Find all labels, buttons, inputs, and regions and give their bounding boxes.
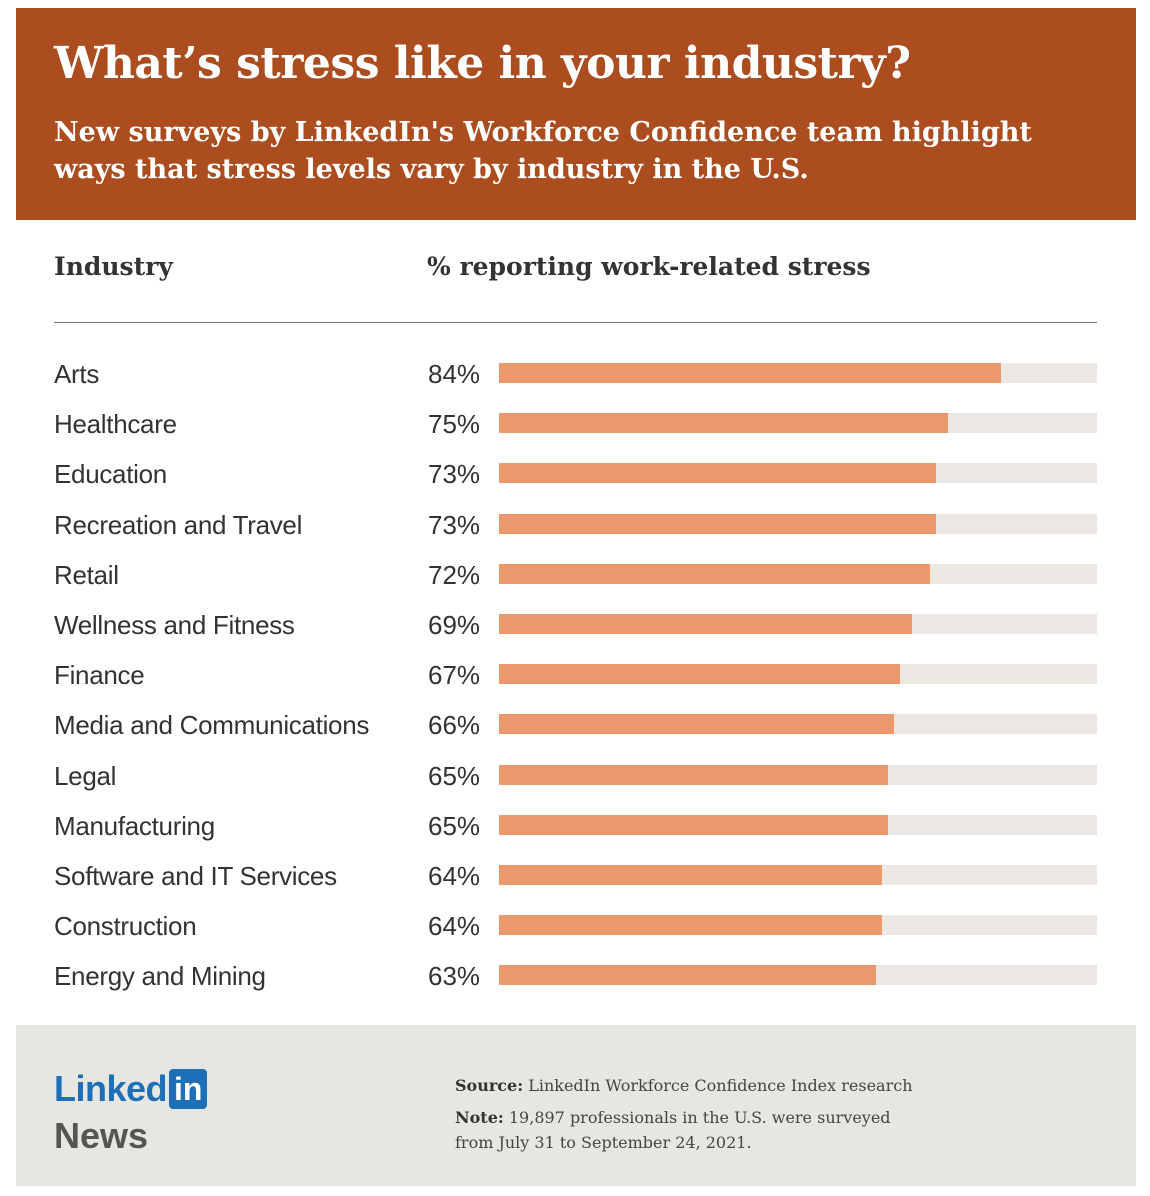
bar-fill	[499, 915, 882, 936]
bar-track	[499, 764, 1097, 785]
bar-row: Recreation and Travel 73%	[16, 498, 1136, 548]
bar-row: Education 73%	[16, 447, 1136, 497]
source-line: Source: LinkedIn Workforce Confidence In…	[455, 1073, 925, 1098]
bar-row: Healthcare 75%	[16, 397, 1136, 447]
industry-label: Healthcare	[54, 409, 177, 440]
bar-track	[499, 915, 1097, 936]
bar-fill	[499, 363, 1002, 383]
page-title: What’s stress like in your industry?	[54, 38, 911, 89]
bar-track	[499, 513, 1097, 534]
bar-track	[499, 664, 1097, 685]
percent-column-header: % reporting work-related stress	[427, 252, 871, 281]
percent-value-label: 84%	[428, 359, 481, 389]
logo-wordmark: Linked	[54, 1068, 168, 1109]
bar-track	[499, 613, 1097, 634]
bar-fill	[499, 814, 888, 835]
logo-news-text: News	[54, 1115, 149, 1156]
bar-fill	[499, 764, 888, 785]
industry-label: Software and IT Services	[54, 860, 337, 891]
percent-value-label: 63%	[428, 961, 481, 992]
note-line: Note: 19,897 professionals in the U.S. w…	[455, 1105, 925, 1155]
bar-row: Construction 64%	[16, 899, 1136, 949]
bar-track	[499, 463, 1097, 484]
bar-track	[499, 413, 1097, 434]
source-label: Source:	[455, 1076, 524, 1095]
bar-chart: Arts 84% Healthcare 75% Education 73% Recreati…	[16, 347, 1136, 999]
linkedin-news-logo: Linked in News	[54, 1068, 208, 1156]
percent-value-label: 65%	[428, 760, 481, 791]
bar-row: Software and IT Services 64%	[16, 849, 1136, 899]
industry-label: Retail	[54, 559, 119, 590]
header-banner: What’s stress like in your industry? New…	[16, 8, 1136, 220]
bar-fill	[499, 463, 936, 484]
industry-label: Energy and Mining	[54, 961, 266, 992]
note-label: Note:	[455, 1108, 504, 1127]
bar-row: Arts 84%	[16, 347, 1136, 397]
bar-track	[499, 864, 1097, 885]
percent-value-label: 65%	[428, 810, 481, 841]
bar-fill	[499, 965, 876, 986]
bar-fill	[499, 864, 882, 885]
bar-row: Legal 65%	[16, 749, 1136, 799]
footer: Linked in News Source: LinkedIn Workforce…	[16, 1025, 1136, 1186]
bar-track	[499, 965, 1097, 986]
percent-value-label: 66%	[428, 710, 481, 741]
percent-value-label: 67%	[428, 660, 481, 691]
linkedin-in-icon: in	[169, 1069, 208, 1109]
industry-column-header: Industry	[54, 252, 173, 281]
bar-track	[499, 363, 1097, 383]
bar-row: Media and Communications 66%	[16, 698, 1136, 748]
bar-row: Manufacturing 65%	[16, 799, 1136, 849]
page-subtitle: New surveys by LinkedIn's Workforce Conf…	[54, 117, 1032, 185]
bar-fill	[499, 413, 948, 434]
industry-label: Media and Communications	[54, 710, 370, 741]
percent-value-label: 64%	[428, 860, 481, 891]
source-text: LinkedIn Workforce Confidence Index rese…	[523, 1076, 913, 1095]
bar-row: Retail 72%	[16, 548, 1136, 598]
industry-label: Finance	[54, 660, 145, 691]
bar-fill	[499, 513, 936, 534]
header-divider	[54, 322, 1097, 323]
percent-value-label: 73%	[428, 459, 481, 490]
bar-fill	[499, 714, 894, 735]
industry-label: Wellness and Fitness	[54, 609, 295, 640]
bar-track	[499, 814, 1097, 835]
bar-fill	[499, 613, 912, 634]
bar-track	[499, 714, 1097, 735]
bar-row: Finance 67%	[16, 648, 1136, 698]
percent-value-label: 73%	[428, 509, 481, 540]
industry-label: Legal	[54, 760, 117, 791]
percent-value-label: 64%	[428, 911, 481, 942]
industry-label: Construction	[54, 911, 197, 942]
percent-value-label: 72%	[428, 559, 481, 590]
percent-value-label: 69%	[428, 609, 481, 640]
percent-value-label: 75%	[428, 409, 481, 440]
bar-row: Wellness and Fitness 69%	[16, 598, 1136, 648]
industry-label: Arts	[54, 359, 100, 389]
bar-row: Energy and Mining 63%	[16, 949, 1136, 999]
note-text: 19,897 professionals in the U.S. were su…	[455, 1108, 891, 1152]
infographic-card: What’s stress like in your industry? New…	[16, 8, 1136, 1186]
industry-label: Recreation and Travel	[54, 509, 303, 540]
industry-label: Manufacturing	[54, 810, 215, 841]
industry-label: Education	[54, 459, 167, 490]
bar-fill	[499, 563, 930, 584]
bar-fill	[499, 664, 900, 685]
footer-notes: Source: LinkedIn Workforce Confidence In…	[455, 1073, 925, 1155]
bar-track	[499, 563, 1097, 584]
